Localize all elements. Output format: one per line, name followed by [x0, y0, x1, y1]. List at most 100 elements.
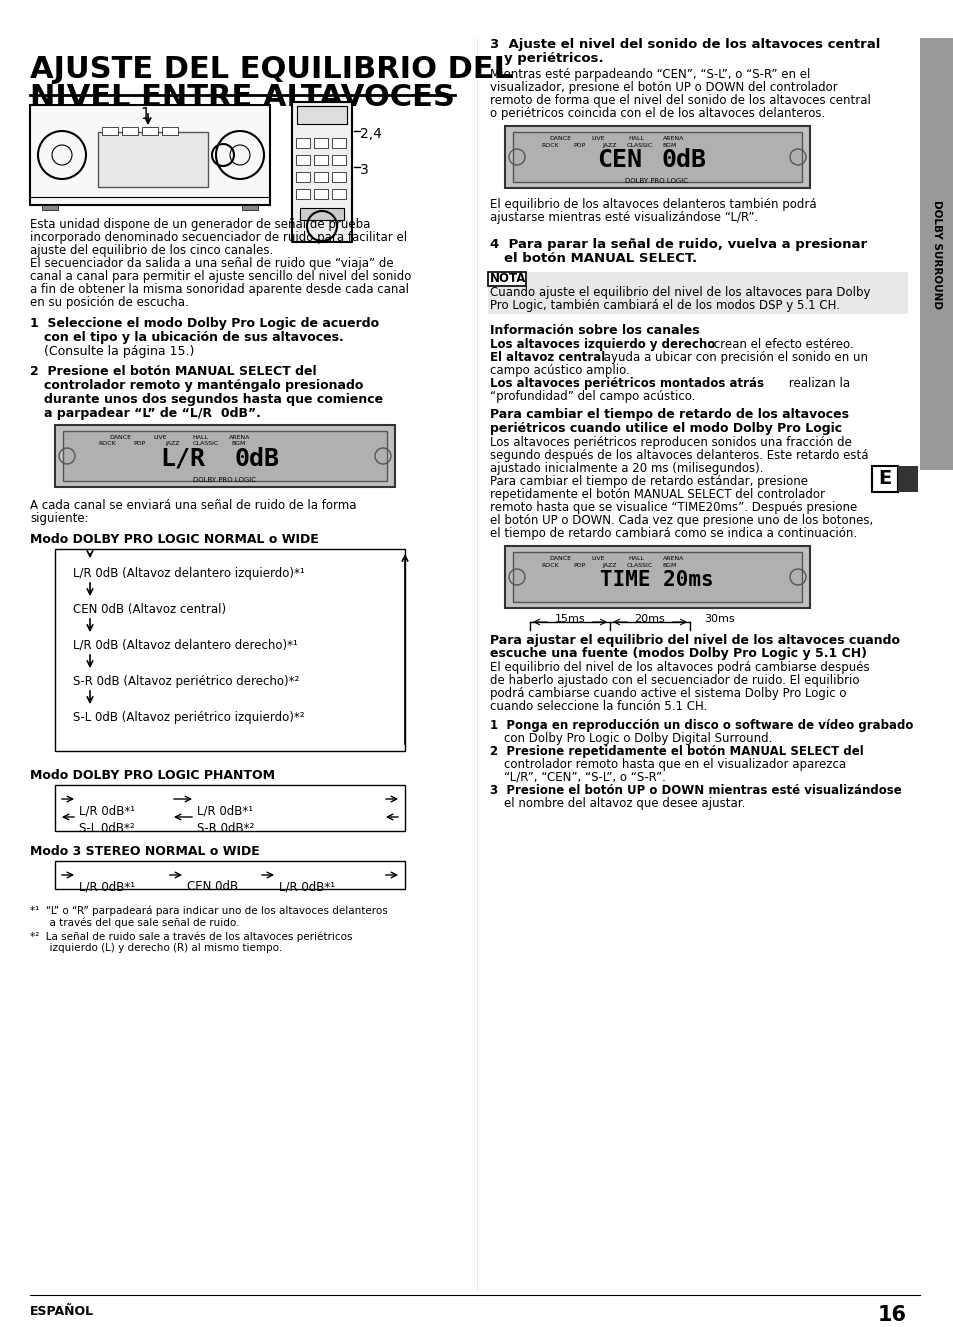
Text: 0dB: 0dB: [661, 149, 706, 173]
Text: en su posición de escucha.: en su posición de escucha.: [30, 296, 189, 309]
Text: El equilibrio de los altavoces delanteros también podrá: El equilibrio de los altavoces delantero…: [490, 198, 816, 211]
Bar: [296, 106, 347, 123]
Text: 2,4: 2,4: [359, 127, 381, 141]
Bar: [332, 155, 346, 165]
Bar: [242, 204, 257, 210]
Text: CLASSIC: CLASSIC: [626, 563, 653, 568]
Text: Modo 3 STEREO NORMAL o WIDE: Modo 3 STEREO NORMAL o WIDE: [30, 845, 259, 859]
Text: DOLBY PRO LOGIC: DOLBY PRO LOGIC: [193, 476, 256, 483]
Text: L/R 0dB (Altavoz delantero derecho)*¹: L/R 0dB (Altavoz delantero derecho)*¹: [73, 640, 297, 652]
Text: Los altavoces periétricos montados atrás: Los altavoces periétricos montados atrás: [490, 377, 763, 390]
Text: con Dolby Pro Logic o Dolby Digital Surround.: con Dolby Pro Logic o Dolby Digital Surr…: [503, 733, 772, 744]
Text: LIVE: LIVE: [153, 435, 167, 441]
Text: AJUSTE DEL EQUILIBRIO DEL: AJUSTE DEL EQUILIBRIO DEL: [30, 54, 513, 84]
Bar: [55, 786, 405, 831]
Bar: [55, 549, 405, 751]
Text: “L/R”, “CEN”, “S-L”, o “S-R”.: “L/R”, “CEN”, “S-L”, o “S-R”.: [503, 771, 665, 784]
Bar: [55, 861, 405, 889]
Text: S-R 0dB (Altavoz periétrico derecho)*²: S-R 0dB (Altavoz periétrico derecho)*²: [73, 675, 299, 687]
Text: izquierdo (L) y derecho (R) al mismo tiempo.: izquierdo (L) y derecho (R) al mismo tie…: [30, 943, 282, 953]
Text: y periétricos.: y periétricos.: [503, 52, 603, 65]
Text: DANCE: DANCE: [109, 435, 131, 441]
Text: 16: 16: [877, 1304, 906, 1324]
Text: (Consulte la página 15.): (Consulte la página 15.): [44, 345, 194, 358]
Text: ROCK: ROCK: [540, 143, 558, 149]
Text: JAZZ: JAZZ: [166, 441, 180, 446]
Text: ROCK: ROCK: [98, 441, 115, 446]
Text: durante unos dos segundos hasta que comience: durante unos dos segundos hasta que comi…: [44, 393, 383, 406]
Text: 3  Presione el botón UP o DOWN mientras esté visualizándose: 3 Presione el botón UP o DOWN mientras e…: [490, 784, 901, 798]
Bar: [332, 138, 346, 149]
Text: DOLBY PRO LOGIC: DOLBY PRO LOGIC: [625, 178, 688, 184]
Text: escuche una fuente (modos Dolby Pro Logic y 5.1 CH): escuche una fuente (modos Dolby Pro Logi…: [490, 648, 866, 660]
Text: POP: POP: [574, 563, 585, 568]
Text: Pro Logic, también cambiará el de los modos DSP y 5.1 CH.: Pro Logic, también cambiará el de los mo…: [490, 299, 839, 312]
Text: Para cambiar el tiempo de retardo estándar, presione: Para cambiar el tiempo de retardo estánd…: [490, 475, 807, 488]
Bar: [42, 204, 58, 210]
Bar: [98, 131, 208, 187]
Text: L/R 0dB*¹: L/R 0dB*¹: [79, 880, 135, 893]
Text: *¹  “L” o “R” parpadeará para indicar uno de los altavoces delanteros: *¹ “L” o “R” parpadeará para indicar uno…: [30, 905, 387, 916]
Text: *²  La señal de ruido sale a través de los altavoces periétricos: *² La señal de ruido sale a través de lo…: [30, 932, 352, 941]
Text: Modo DOLBY PRO LOGIC PHANTOM: Modo DOLBY PRO LOGIC PHANTOM: [30, 770, 274, 782]
Text: HALL: HALL: [627, 556, 643, 561]
Text: remoto de forma que el nivel del sonido de los altavoces central: remoto de forma que el nivel del sonido …: [490, 94, 870, 107]
Text: Mientras esté parpadeando “CEN”, “S-L”, o “S-R” en el: Mientras esté parpadeando “CEN”, “S-L”, …: [490, 68, 809, 81]
Bar: [122, 127, 138, 135]
Text: El altavoz central: El altavoz central: [490, 352, 604, 364]
Text: ARENA: ARENA: [229, 435, 251, 441]
Text: E: E: [878, 470, 891, 488]
Bar: [292, 102, 352, 242]
Text: “profundidad” del campo acústico.: “profundidad” del campo acústico.: [490, 390, 695, 403]
Text: 3  Ajuste el nivel del sonido de los altavoces central: 3 Ajuste el nivel del sonido de los alta…: [490, 38, 880, 50]
Text: Cuando ajuste el equilibrio del nivel de los altavoces para Dolby: Cuando ajuste el equilibrio del nivel de…: [490, 287, 869, 299]
Bar: [295, 155, 310, 165]
Text: DOLBY SURROUND: DOLBY SURROUND: [931, 199, 941, 308]
Text: ajuste del equilibrio de los cinco canales.: ajuste del equilibrio de los cinco canal…: [30, 244, 273, 257]
Text: S-R 0dB*²: S-R 0dB*²: [196, 821, 254, 835]
Text: Para cambiar el tiempo de retardo de los altavoces: Para cambiar el tiempo de retardo de los…: [490, 407, 848, 421]
Bar: [162, 127, 178, 135]
Bar: [332, 188, 346, 199]
Text: CLASSIC: CLASSIC: [193, 441, 219, 446]
Bar: [488, 272, 525, 287]
Text: TIME 20ms: TIME 20ms: [599, 571, 713, 591]
Text: ajustado inicialmente a 20 ms (milisegundos).: ajustado inicialmente a 20 ms (milisegun…: [490, 462, 762, 475]
Text: LIVE: LIVE: [591, 556, 604, 561]
Bar: [919, 38, 953, 470]
Text: controlador remoto hasta que en el visualizador aparezca: controlador remoto hasta que en el visua…: [503, 758, 845, 771]
Text: CEN: CEN: [597, 149, 641, 173]
Text: Esta unidad dispone de un generador de señal de prueba: Esta unidad dispone de un generador de s…: [30, 218, 370, 231]
Bar: [30, 105, 270, 204]
Text: a fin de obtener la misma sonoridad aparente desde cada canal: a fin de obtener la misma sonoridad apar…: [30, 283, 409, 296]
Text: CEN 0dB (Altavoz central): CEN 0dB (Altavoz central): [73, 602, 226, 616]
Text: segundo después de los altavoces delanteros. Este retardo está: segundo después de los altavoces delante…: [490, 449, 867, 462]
Bar: [513, 552, 801, 602]
Text: cuando seleccione la función 5.1 CH.: cuando seleccione la función 5.1 CH.: [490, 701, 706, 713]
Text: L/R 0dB*¹: L/R 0dB*¹: [79, 804, 135, 817]
Text: BGM: BGM: [662, 563, 677, 568]
Text: El equilibrio del nivel de los altavoces podrá cambiarse después: El equilibrio del nivel de los altavoces…: [490, 661, 869, 674]
Text: 2  Presione repetidamente el botón MANUAL SELECT del: 2 Presione repetidamente el botón MANUAL…: [490, 744, 862, 758]
Text: de haberlo ajustado con el secuenciador de ruido. El equilibrio: de haberlo ajustado con el secuenciador …: [490, 674, 859, 687]
Text: 2  Presione el botón MANUAL SELECT del: 2 Presione el botón MANUAL SELECT del: [30, 365, 316, 378]
Text: canal a canal para permitir el ajuste sencillo del nivel del sonido: canal a canal para permitir el ajuste se…: [30, 269, 411, 283]
Bar: [504, 545, 809, 608]
Text: 1  Seleccione el modo Dolby Pro Logic de acuerdo: 1 Seleccione el modo Dolby Pro Logic de …: [30, 317, 378, 330]
Text: ajustarse mientras esté visualizándose “L/R”.: ajustarse mientras esté visualizándose “…: [490, 211, 758, 224]
Text: incorporado denominado secuenciador de ruido para facilitar el: incorporado denominado secuenciador de r…: [30, 231, 407, 244]
Bar: [314, 188, 328, 199]
Text: a través del que sale señal de ruido.: a través del que sale señal de ruido.: [30, 917, 239, 928]
Text: JAZZ: JAZZ: [602, 563, 617, 568]
Text: 20ms: 20ms: [634, 614, 664, 624]
Text: con el tipo y la ubicación de sus altavoces.: con el tipo y la ubicación de sus altavo…: [44, 330, 343, 344]
Text: CLASSIC: CLASSIC: [626, 143, 653, 149]
Text: 3: 3: [359, 163, 369, 176]
Text: LIVE: LIVE: [591, 135, 604, 141]
Bar: [314, 155, 328, 165]
Bar: [871, 466, 897, 492]
Text: realizan la: realizan la: [784, 377, 849, 390]
Text: podrá cambiarse cuando active el sistema Dolby Pro Logic o: podrá cambiarse cuando active el sistema…: [490, 687, 845, 701]
Text: DANCE: DANCE: [548, 135, 571, 141]
Text: ROCK: ROCK: [540, 563, 558, 568]
